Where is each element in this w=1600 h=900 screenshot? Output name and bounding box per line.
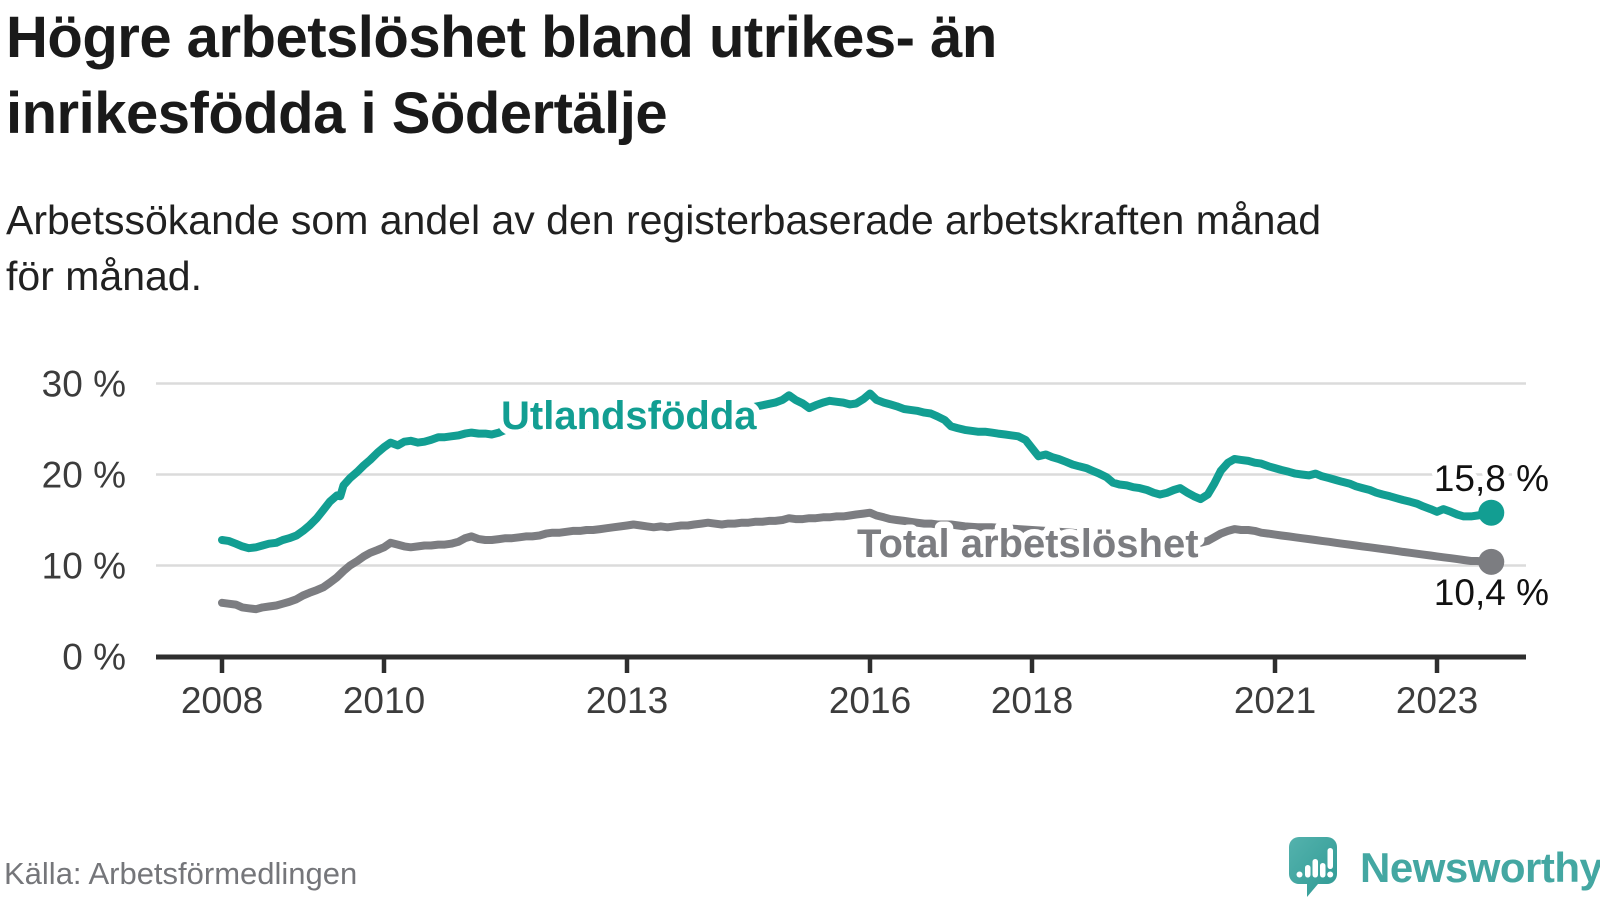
- x-axis-tick-labels: 2008 2010 2013 2016 2018 2021 2023: [181, 680, 1478, 721]
- y-tick-label: 10 %: [42, 546, 126, 587]
- series-label-total-arbetsloshet: Total arbetslöshet: [857, 522, 1199, 566]
- subtitle-line-2: för månad.: [6, 253, 202, 299]
- end-dot: [1478, 499, 1505, 526]
- newsworthy-speech-bubble-chart-icon: [1289, 837, 1337, 897]
- subtitle-line-1: Arbetssökande som andel av den registerb…: [6, 197, 1322, 243]
- y-axis-tick-labels: 0 % 10 % 20 % 30 %: [42, 364, 126, 678]
- brand-name: Newsworthy: [1360, 844, 1600, 891]
- x-tick-label: 2023: [1396, 680, 1478, 721]
- y-tick-label: 0 %: [62, 637, 126, 678]
- line-utlandsf-dda: [218, 389, 1496, 553]
- y-tick-label: 30 %: [42, 364, 126, 405]
- chart-subtitle: Arbetssökande som andel av den registerb…: [6, 192, 1566, 304]
- x-tick-label: 2018: [991, 680, 1073, 721]
- line-total-arbetsl-shet: [218, 508, 1496, 614]
- end-dot: [1478, 548, 1505, 575]
- x-axis: [156, 654, 1526, 673]
- title-line-1: Högre arbetslöshet bland utrikes- än: [6, 5, 997, 70]
- end-value-label-utlandsfodda: 15,8 %: [1434, 458, 1549, 499]
- series-lines: [218, 389, 1505, 614]
- newsworthy-logo: Newsworthy: [1288, 836, 1600, 900]
- x-tick-label: 2021: [1234, 680, 1316, 721]
- y-tick-label: 20 %: [42, 455, 126, 496]
- x-tick-label: 2016: [829, 680, 911, 721]
- x-tick-label: 2013: [586, 680, 668, 721]
- source-note: Källa: Arbetsförmedlingen: [4, 856, 358, 891]
- x-tick-label: 2008: [181, 680, 263, 721]
- series-label-utlandsfodda: Utlandsfödda: [501, 394, 757, 438]
- end-value-label-total: 10,4 %: [1434, 572, 1549, 613]
- page-title: Högre arbetslöshet bland utrikes- än inri…: [6, 0, 1326, 152]
- x-tick-label: 2010: [343, 680, 425, 721]
- title-line-2: inrikesfödda i Södertälje: [6, 81, 668, 146]
